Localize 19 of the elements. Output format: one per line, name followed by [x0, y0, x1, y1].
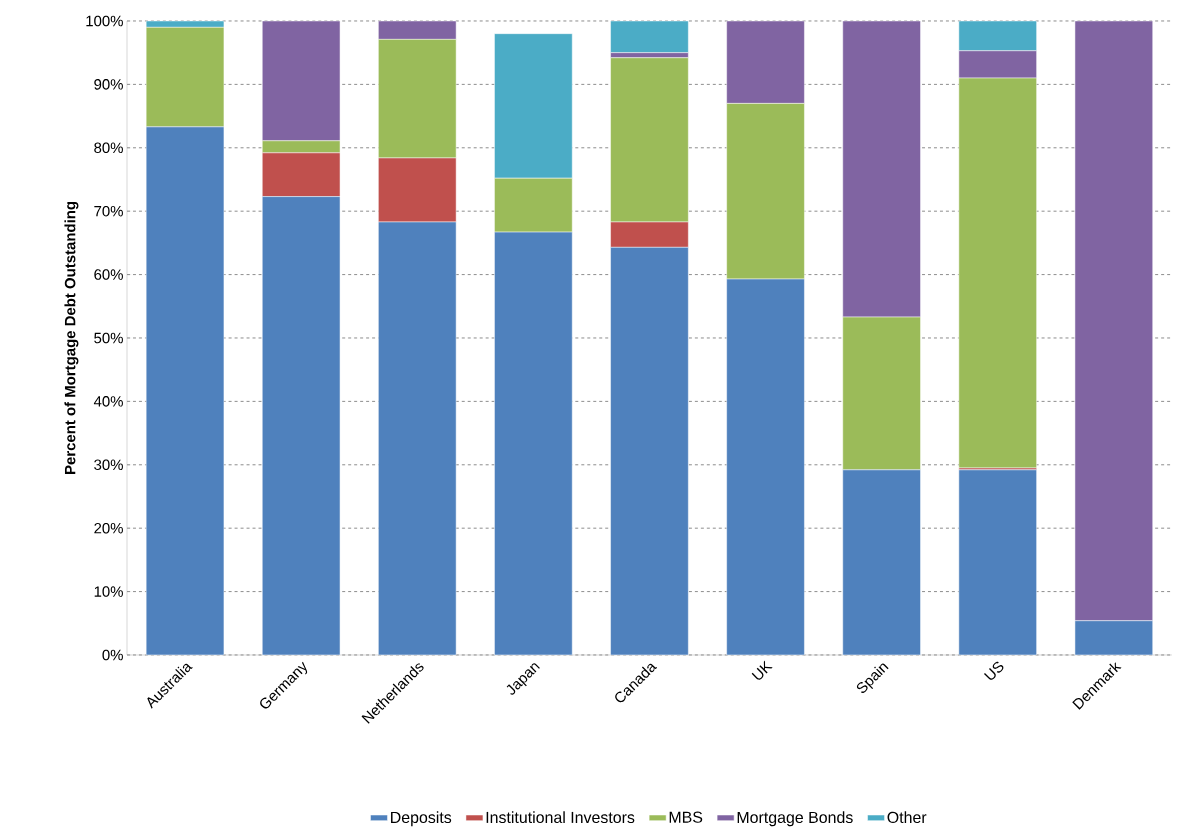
legend-label: Mortgage Bonds: [737, 811, 853, 827]
legend-label: Institutional Investors: [486, 811, 635, 824]
legend-label: Other: [887, 811, 927, 824]
y-tick-label: 100%: [86, 15, 123, 27]
y-tick-label: 80%: [94, 142, 123, 154]
y-tick-label: 30%: [94, 459, 123, 471]
legend-label: Deposits: [391, 811, 452, 827]
y-tick-label: 20%: [94, 522, 123, 534]
x-tick-label: US: [983, 661, 1004, 680]
y-tick-label: 90%: [94, 79, 123, 90]
x-tick-label: UK: [751, 660, 773, 680]
y-tick-label: 10%: [94, 586, 123, 597]
legend-label: MBS: [669, 811, 703, 823]
y-tick-label: 40%: [93, 396, 123, 407]
y-tick-label: 0%: [102, 649, 123, 661]
y-tick-label: 60%: [94, 269, 123, 280]
y-tick-label: 50%: [94, 332, 123, 344]
y-axis-title: Percent of Mortgage Debt Outstanding: [64, 202, 79, 474]
y-tick-label: 70%: [94, 205, 123, 217]
